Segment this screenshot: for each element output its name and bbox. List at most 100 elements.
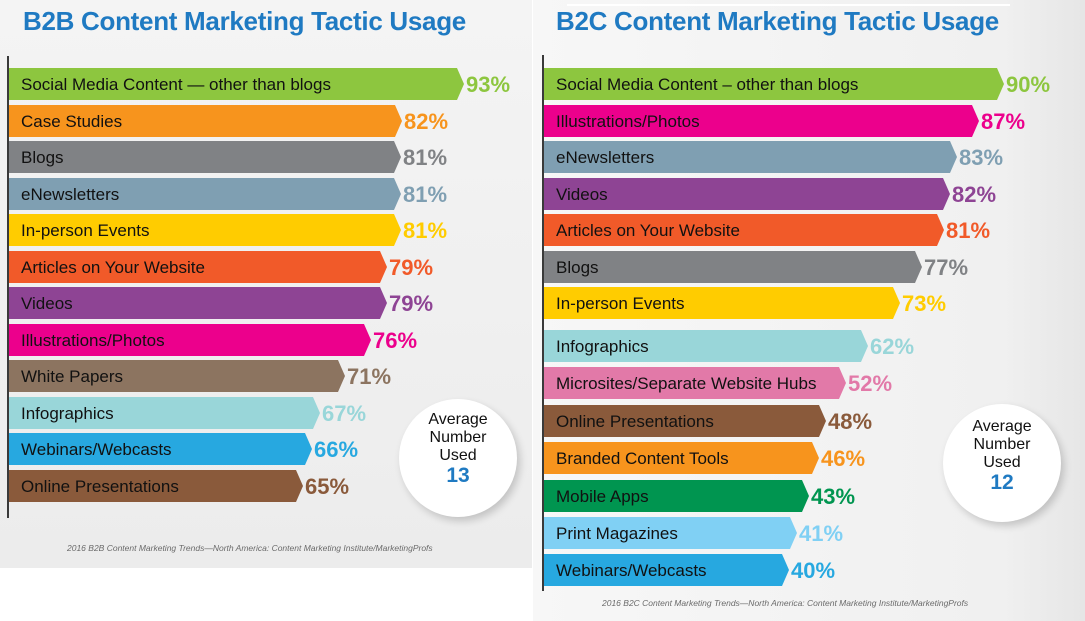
b2b-bar-label: Social Media Content — other than blogs	[21, 75, 331, 94]
b2b-bar	[9, 433, 305, 465]
b2c-bar	[544, 554, 782, 586]
bar-arrow-tip-icon	[915, 251, 922, 283]
b2b-bar	[9, 68, 457, 100]
b2b-bar-label: Online Presentations	[21, 477, 179, 496]
b2b-bar-label: Articles on Your Website	[21, 258, 205, 277]
b2b-bar-row: Webinars/Webcasts 66%	[9, 433, 385, 465]
b2c-bar-label: Articles on Your Website	[556, 221, 740, 240]
b2c-bar	[544, 141, 950, 173]
bar-arrow-tip-icon	[380, 287, 387, 319]
b2b-bar-label: Case Studies	[21, 112, 123, 131]
b2b-bar	[9, 397, 313, 429]
b2c-average-label-2: Number	[973, 436, 1031, 453]
bar-arrow-tip-icon	[790, 517, 797, 549]
b2c-bar-value: 90%	[1006, 72, 1051, 97]
b2c-bar-label: Mobile Apps	[556, 487, 649, 506]
bar-arrow-tip-icon	[394, 141, 401, 173]
b2c-bar-row: Webinars/Webcasts 40%	[544, 554, 862, 586]
b2b-bar-value: 93%	[466, 72, 511, 97]
b2c-bar-value: 82%	[952, 182, 997, 207]
b2b-bar-value: 81%	[403, 145, 448, 170]
b2c-bar	[544, 442, 812, 474]
b2c-bar-row: eNewsletters 83%	[544, 141, 1030, 173]
b2c-chart-panel: B2C Content Marketing Tactic Usage Socia…	[533, 0, 1085, 621]
b2c-average-badge: Average Number Used 12	[943, 404, 1061, 522]
bar-arrow-tip-icon	[950, 141, 957, 173]
bar-arrow-tip-icon	[972, 105, 979, 137]
b2c-bar	[544, 68, 997, 100]
b2c-bar-value: 46%	[821, 446, 866, 471]
b2c-bar-value: 87%	[981, 109, 1026, 134]
b2b-average-badge: Average Number Used 13	[399, 399, 517, 517]
bar-arrow-tip-icon	[802, 480, 809, 512]
bar-arrow-tip-icon	[943, 178, 950, 210]
b2b-bar-row: Illustrations/Photos 76%	[9, 324, 444, 356]
b2c-top-divider	[567, 4, 1010, 6]
b2b-bar	[9, 105, 395, 137]
b2b-bar-row: White Papers 71%	[9, 360, 418, 392]
b2b-average-label-3: Used	[439, 447, 477, 464]
b2c-bar-label: Blogs	[556, 258, 599, 277]
b2c-bar-row: Social Media Content – other than blogs 9…	[544, 68, 1077, 100]
bar-arrow-tip-icon	[893, 287, 900, 319]
bar-arrow-tip-icon	[380, 251, 387, 283]
bar-arrow-tip-icon	[812, 442, 819, 474]
bar-arrow-tip-icon	[305, 433, 312, 465]
bar-arrow-tip-icon	[937, 214, 944, 246]
b2c-bar-row: Articles on Your Website 81%	[544, 214, 1017, 246]
b2c-bar-value: 81%	[946, 218, 991, 243]
b2b-bar-label: eNewsletters	[21, 185, 120, 204]
b2c-bar-label: Webinars/Webcasts	[556, 561, 707, 580]
b2b-bar	[9, 470, 296, 502]
b2c-bar-value: 41%	[799, 521, 844, 546]
b2c-bar-value: 77%	[924, 255, 969, 280]
b2c-bar-label: Branded Content Tools	[556, 449, 729, 468]
b2b-bar	[9, 251, 380, 283]
b2c-bar-row: Infographics 62%	[544, 330, 941, 362]
b2c-bar-row: Microsites/Separate Website Hubs 52%	[544, 367, 919, 399]
bar-arrow-tip-icon	[313, 397, 320, 429]
b2b-bar-row: Case Studies 82%	[9, 105, 475, 137]
b2c-bar-value: 52%	[848, 371, 893, 396]
b2b-bar-value: 81%	[403, 182, 448, 207]
b2c-bar	[544, 480, 802, 512]
b2b-average-label-1: Average	[428, 411, 488, 428]
b2c-bar-row: Blogs 77%	[544, 251, 995, 283]
b2b-bar-row: In-person Events 81%	[9, 214, 474, 246]
b2c-average-value: 12	[990, 471, 1014, 494]
b2c-bar-value: 73%	[902, 291, 947, 316]
b2c-average-label-3: Used	[983, 454, 1021, 471]
b2b-bar-label: Videos	[21, 294, 73, 313]
b2b-bar-value: 81%	[403, 218, 448, 243]
bar-arrow-tip-icon	[782, 554, 789, 586]
b2b-bar-label: Webinars/Webcasts	[21, 440, 172, 459]
b2b-chart-panel: B2B Content Marketing Tactic Usage Socia…	[0, 0, 532, 568]
bar-arrow-tip-icon	[861, 330, 868, 362]
b2c-bar-row: Mobile Apps 43%	[544, 480, 882, 512]
bar-arrow-tip-icon	[296, 470, 303, 502]
bar-arrow-tip-icon	[997, 68, 1004, 100]
b2c-bar-label: Social Media Content – other than blogs	[556, 75, 859, 94]
b2c-bar	[544, 287, 893, 319]
b2b-bar-value: 79%	[389, 291, 434, 316]
b2c-bar-value: 83%	[959, 145, 1004, 170]
b2b-bar	[9, 360, 338, 392]
b2c-bar-value: 40%	[791, 558, 836, 583]
b2c-bar-row: Videos 82%	[544, 178, 1023, 210]
bar-arrow-tip-icon	[457, 68, 464, 100]
b2c-bar	[544, 330, 861, 362]
b2c-bar	[544, 214, 937, 246]
b2b-bar-label: White Papers	[21, 367, 124, 386]
b2c-average-label-1: Average	[972, 418, 1032, 435]
bar-arrow-tip-icon	[819, 405, 826, 437]
b2c-axis-line	[542, 55, 544, 591]
b2c-bar	[544, 367, 839, 399]
b2c-bar-row: Online Presentations 48%	[544, 405, 899, 437]
bar-arrow-tip-icon	[394, 214, 401, 246]
b2c-bar-row: Branded Content Tools 46%	[544, 442, 892, 474]
b2c-bar	[544, 405, 819, 437]
b2b-bar-row: Videos 79%	[9, 287, 460, 319]
b2c-bar-row: Illustrations/Photos 87%	[544, 105, 1052, 137]
bar-arrow-tip-icon	[364, 324, 371, 356]
b2c-bar-value: 48%	[828, 409, 873, 434]
